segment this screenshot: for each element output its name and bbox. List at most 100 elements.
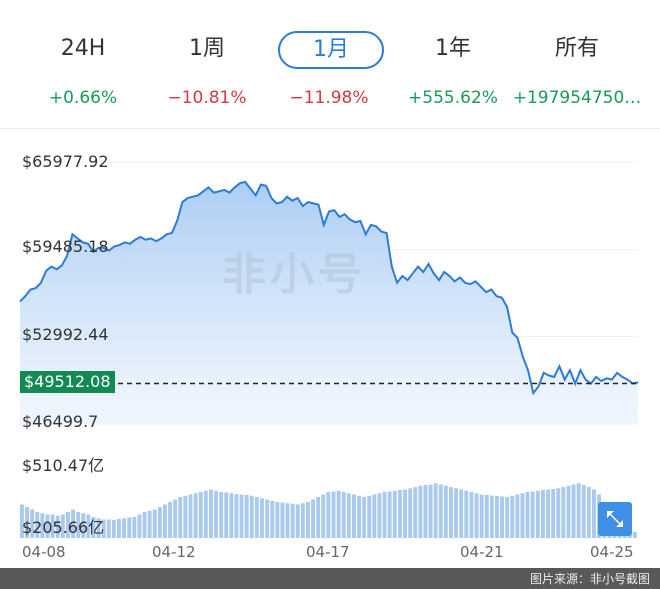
volume-bar (413, 487, 418, 538)
volume-bar (111, 520, 116, 538)
volume-bar (254, 497, 259, 538)
volume-bar (234, 494, 239, 538)
volume-bar (474, 493, 479, 538)
volume-bar (260, 498, 264, 538)
volume-bar (530, 491, 535, 538)
volume-bar (168, 502, 172, 538)
volume-bar (500, 496, 504, 538)
volume-bar (586, 487, 591, 538)
volume-bar (443, 485, 448, 538)
volume-bar (91, 517, 96, 538)
volume-bar (592, 489, 596, 538)
tab-1month[interactable]: 1月 (278, 31, 384, 69)
volume-bar (152, 509, 157, 538)
footer-bar: 图片来源：非小号截图 (0, 568, 660, 589)
volume-bar (525, 492, 530, 538)
volume-bar (249, 495, 254, 538)
volume-bar (20, 504, 24, 538)
tab-24h[interactable]: 24H (60, 36, 106, 61)
volume-bar (408, 488, 413, 538)
volume-bar (479, 494, 484, 538)
volume-bar (173, 499, 178, 538)
volume-bar (198, 492, 203, 538)
volume-bar (392, 490, 397, 538)
volume-bar (311, 499, 315, 538)
volume-bar (101, 519, 106, 538)
x-tick-label-3: 04-21 (460, 543, 504, 561)
volume-bar (341, 492, 346, 538)
volume-bar (510, 495, 515, 538)
volume-bar (71, 509, 75, 538)
x-tick-label-0: 04-08 (22, 543, 66, 561)
volume-bar (106, 519, 111, 538)
volume-bar (326, 492, 331, 538)
volume-bar (438, 484, 443, 538)
volume-bar (40, 513, 45, 538)
volume-bar (566, 485, 571, 538)
change-1year: +555.62% (408, 88, 498, 108)
volume-bar (352, 494, 356, 538)
x-tick-label-1: 04-12 (152, 543, 196, 561)
volume-bar (229, 493, 234, 538)
volume-bar (239, 494, 244, 538)
volume-bar (86, 514, 91, 538)
volume-bar (270, 500, 275, 538)
volume-bar (464, 490, 469, 538)
volume-bar (76, 512, 81, 538)
volume-bar (214, 490, 218, 538)
volume-bar (505, 497, 510, 538)
change-1week: −10.81% (167, 88, 247, 108)
price-line (19, 180, 639, 396)
volume-bar (157, 507, 162, 538)
volume-bar (117, 519, 121, 538)
price-area-fill (20, 181, 638, 424)
volume-bar (346, 493, 351, 538)
volume-bar (193, 493, 198, 538)
volume-bar (469, 492, 474, 538)
timeframe-tabs: 24H 1周 1月 1年 所有 +0.66% −10.81% −11.98% +… (0, 0, 660, 129)
volume-bar (316, 497, 321, 538)
volume-bar (122, 518, 126, 538)
volume-bar (377, 493, 382, 538)
volume-min-label: $205.66亿 (22, 518, 105, 537)
volume-bar (551, 489, 556, 538)
volume-bar (367, 495, 372, 538)
tab-1week[interactable]: 1周 (189, 36, 225, 61)
volume-bar (300, 503, 305, 538)
volume-bar (290, 503, 295, 538)
volume-bar (188, 494, 193, 538)
volume-bar (55, 515, 60, 538)
volume-bar (556, 488, 561, 538)
volume-bar (515, 494, 520, 538)
volume-bar (96, 518, 101, 538)
volume-bar (81, 513, 86, 538)
volume-bar (403, 489, 407, 538)
volume-bar (489, 495, 494, 538)
volume-bar (372, 494, 377, 538)
volume-bar (50, 514, 55, 538)
footer-source-text: 图片来源：非小号截图 (529, 572, 650, 586)
expand-button[interactable] (598, 502, 632, 536)
price-chart (19, 161, 639, 425)
x-tick-label-2: 04-17 (306, 543, 350, 561)
volume-bar (495, 496, 499, 538)
change-1month: −11.98% (289, 88, 369, 108)
volume-bar (576, 483, 581, 538)
volume-bar (459, 489, 464, 538)
y-tick-label-0: $65977.92 (22, 152, 109, 171)
tab-1year[interactable]: 1年 (435, 36, 471, 61)
volume-bar (163, 504, 167, 538)
y-tick-label-2: $52992.44 (22, 325, 109, 344)
volume-bar (306, 502, 310, 538)
volume-bar (219, 492, 224, 538)
y-tick-label-3: $46499.7 (22, 412, 99, 431)
volume-bar (295, 504, 300, 538)
tab-all[interactable]: 所有 (554, 36, 599, 61)
volume-bar (178, 497, 183, 538)
volume-bar (127, 517, 132, 538)
volume-bar (581, 485, 586, 538)
volume-bar (520, 493, 525, 538)
volume-max-label: $510.47亿 (22, 456, 105, 475)
volume-bar (449, 487, 453, 538)
volume-bar (321, 494, 326, 538)
